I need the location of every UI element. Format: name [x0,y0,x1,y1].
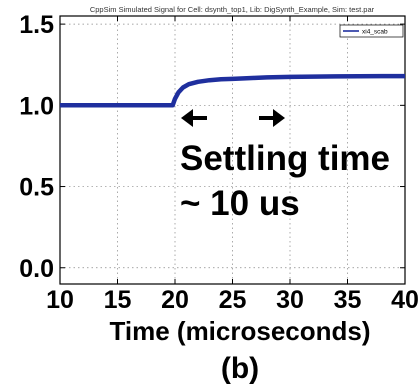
arrow-right-head [273,109,285,127]
legend-box [339,24,404,38]
grid-lines [60,16,405,284]
series-layer [60,73,405,108]
y-tick-label: 1.0 [19,92,54,120]
annotation-settling-time: Settling time [180,139,390,178]
x-tick-label: 40 [391,286,419,314]
legend: xi4_scab [339,24,404,38]
x-tick-label: 30 [276,286,304,314]
x-axis-label: Time (microseconds) [109,316,370,346]
x-tick-label: 35 [334,286,362,314]
series-line-xi4_scab [60,73,405,108]
y-tick-label: 0.0 [19,255,54,283]
y-tick-label: 1.5 [19,11,54,39]
legend-label: xi4_scab [362,29,388,36]
x-tick-label: 20 [161,286,189,314]
annotation-ten-us: ~ 10 us [180,184,300,223]
x-tick-label: 10 [46,286,74,314]
axis-ticks: 10 15 20 25 30 35 40 0.0 0.5 1.0 1.5 [19,11,419,314]
figure-caption: (b) [221,352,259,385]
x-tick-label: 25 [219,286,247,314]
annotations: Settling time ~ 10 us [180,109,390,223]
arrow-left-head [181,109,193,127]
y-tick-label: 0.5 [19,174,54,202]
x-tick-label: 15 [104,286,132,314]
chart-title: CppSim Simulated Signal for Cell: dsynth… [90,5,375,14]
